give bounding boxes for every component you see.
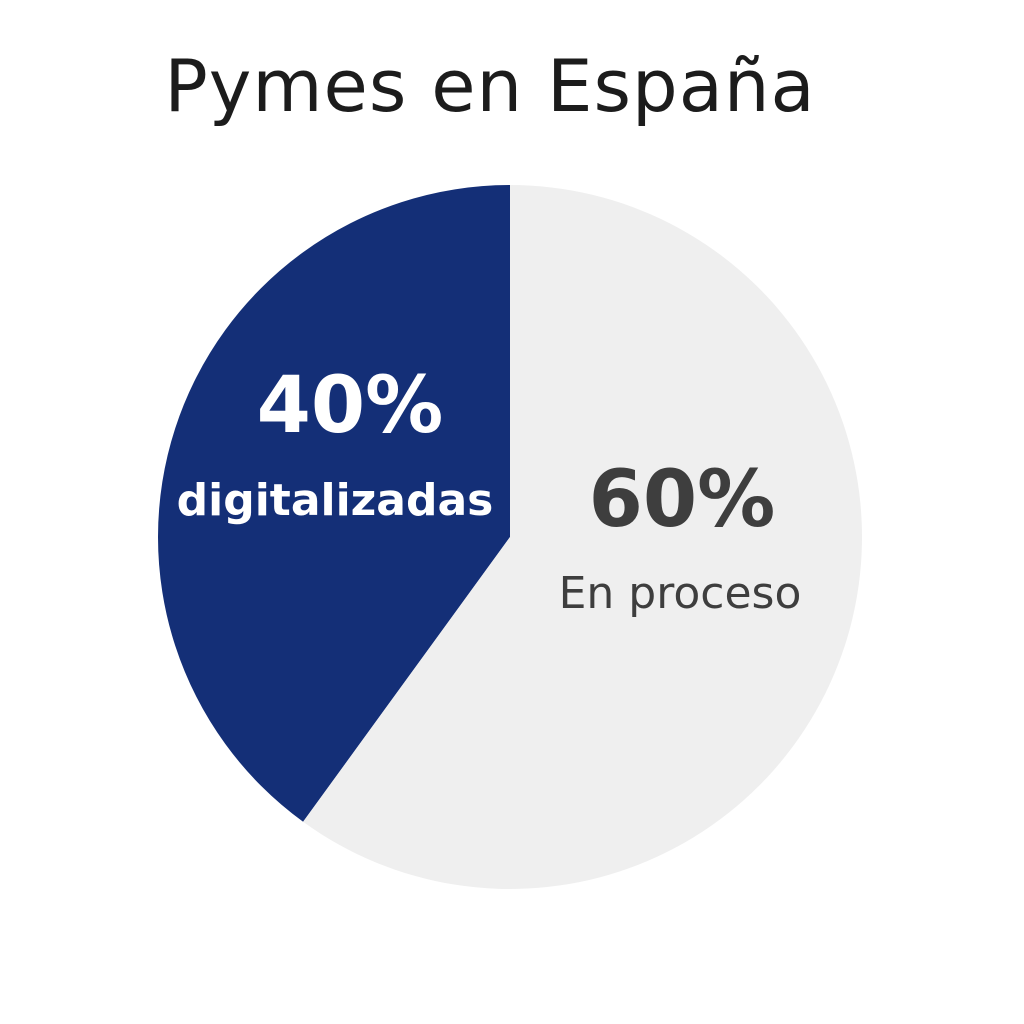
slice-category-label-digitalizadas: digitalizadas [177,475,494,526]
chart-title: Pymes en España [164,44,816,128]
pie-slice-en-proceso [303,185,862,890]
slice-category-label-en-proceso: En proceso [559,568,802,619]
pie-slice-digitalizadas [158,185,511,822]
slice-value-label-digitalizadas: 40% [257,361,444,451]
slice-value-label-en-proceso: 60% [589,455,776,545]
